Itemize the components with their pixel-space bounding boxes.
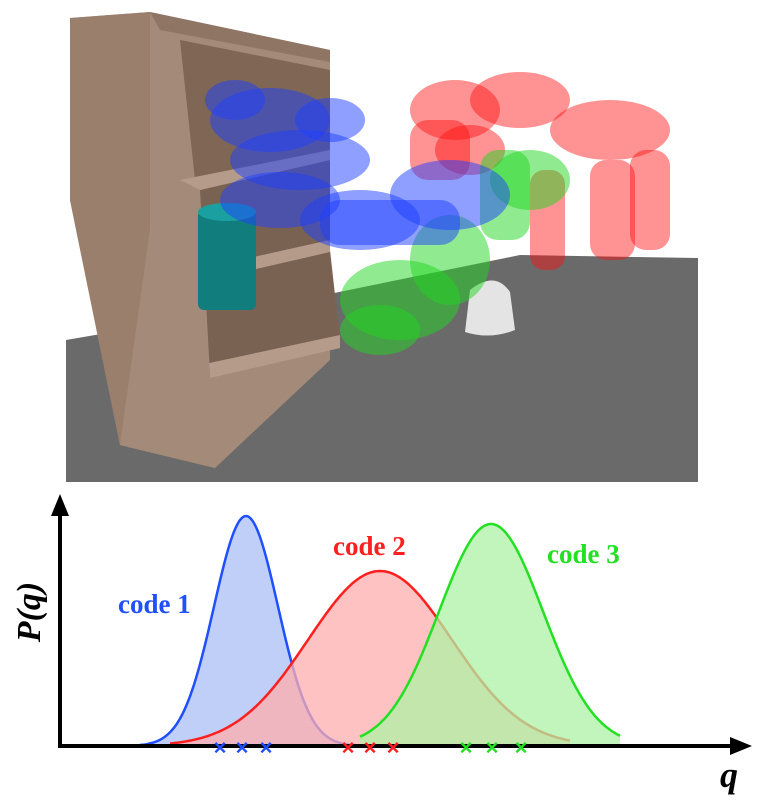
robot-scene-illustration xyxy=(66,10,698,482)
y-axis-label: P(q) xyxy=(11,582,48,643)
sample-marker-code-2-1: × xyxy=(342,735,355,760)
curve-fill-code-3 xyxy=(360,524,620,746)
x-axis-label: q xyxy=(720,755,738,795)
robot-arm-code-3 xyxy=(340,150,570,355)
sample-marker-code-1-1: × xyxy=(214,735,227,760)
x-axis-arrow xyxy=(730,737,752,755)
sample-marker-code-3-3: × xyxy=(515,735,528,760)
sample-marker-code-2-2: × xyxy=(364,735,377,760)
curve-line-code-3 xyxy=(359,522,621,738)
sample-marker-code-2-3: × xyxy=(387,735,400,760)
curve-label-code-2: code 2 xyxy=(333,531,406,561)
sample-marker-code-1-3: × xyxy=(260,735,273,760)
robot-base xyxy=(465,280,515,336)
sample-marker-code-3-2: × xyxy=(486,735,499,760)
curve-label-code-3: code 3 xyxy=(547,539,620,569)
sample-marker-code-3-1: × xyxy=(460,735,473,760)
curve-label-code-1: code 1 xyxy=(118,589,191,619)
y-axis-arrow xyxy=(51,494,69,516)
sample-marker-code-1-2: × xyxy=(236,735,249,760)
robot-arm-code-1 xyxy=(205,80,510,250)
